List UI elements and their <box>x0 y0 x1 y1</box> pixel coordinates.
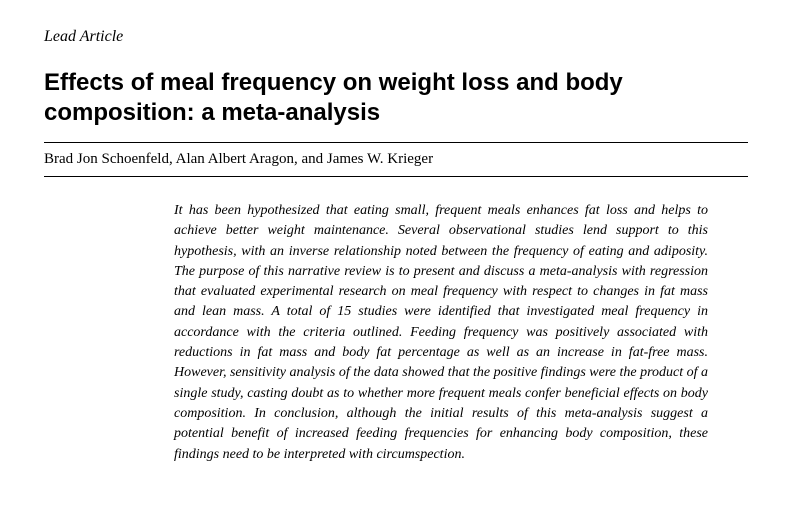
abstract-container: It has been hypothesized that eating sma… <box>44 201 748 465</box>
authors-line: Brad Jon Schoenfeld, Alan Albert Aragon,… <box>44 151 748 168</box>
abstract-text: It has been hypothesized that eating sma… <box>174 201 708 465</box>
divider-bottom <box>44 176 748 177</box>
article-type-label: Lead Article <box>44 28 748 46</box>
divider-top <box>44 142 748 143</box>
article-title: Effects of meal frequency on weight loss… <box>44 68 748 128</box>
